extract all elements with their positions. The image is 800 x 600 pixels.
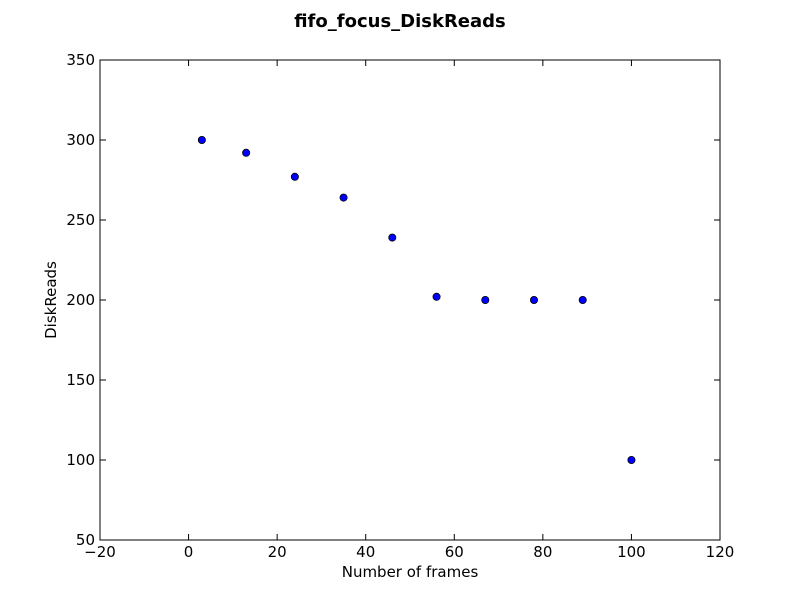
x-tick-label: 20: [268, 543, 287, 561]
y-axis-label: DiskReads: [42, 261, 60, 339]
y-tick-label: 100: [66, 451, 95, 469]
y-tick-label: 300: [66, 131, 95, 149]
data-point: [339, 193, 348, 202]
data-point: [530, 295, 539, 304]
chart-title: fifo_focus_DiskReads: [294, 11, 506, 32]
x-tick-label: 40: [356, 543, 375, 561]
x-axis-ticks: −20 0 20 40 60 80 100 120: [84, 60, 734, 561]
data-point: [242, 148, 251, 157]
x-tick-label: −20: [84, 543, 116, 561]
y-tick-label: 50: [76, 531, 95, 549]
plot-area: [99, 59, 721, 541]
data-point: [481, 295, 490, 304]
data-point: [197, 135, 206, 144]
y-tick-label: 250: [66, 211, 95, 229]
y-tick-label: 150: [66, 371, 95, 389]
x-tick-label: 60: [445, 543, 464, 561]
x-axis-label: Number of frames: [342, 563, 479, 581]
data-point: [388, 233, 397, 242]
y-tick-label: 200: [66, 291, 95, 309]
data-point: [290, 172, 299, 181]
x-tick-label: 0: [184, 543, 194, 561]
x-tick-label: 120: [706, 543, 735, 561]
x-tick-label: 80: [533, 543, 552, 561]
data-point: [578, 295, 587, 304]
y-axis-ticks: 50 100 150 200 250 300 350: [66, 51, 720, 549]
x-tick-label: 100: [617, 543, 646, 561]
data-point: [432, 292, 441, 301]
y-tick-label: 350: [66, 51, 95, 69]
data-point: [627, 455, 636, 464]
data-points: [197, 135, 636, 464]
